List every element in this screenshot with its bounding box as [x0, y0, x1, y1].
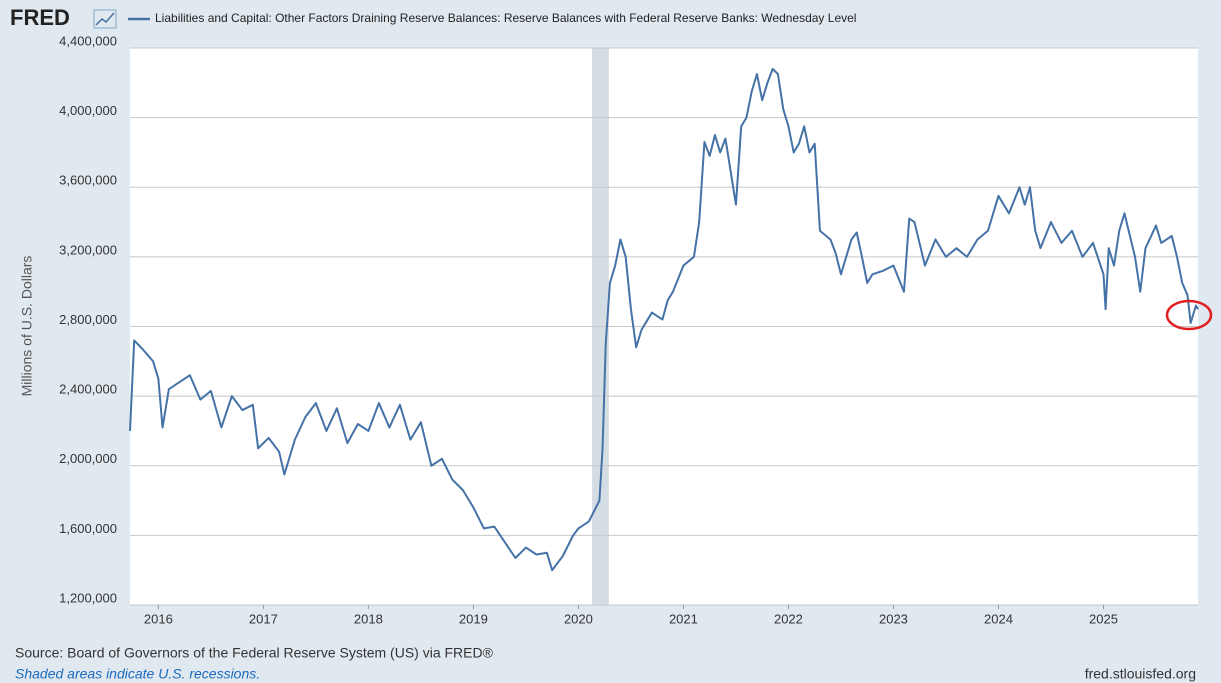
y-tick-label: 4,000,000 — [59, 103, 117, 118]
y-tick-label: 1,600,000 — [59, 521, 117, 536]
x-tick-label: 2020 — [564, 611, 593, 626]
y-tick-label: 1,200,000 — [59, 590, 117, 605]
y-tick-label: 2,400,000 — [59, 382, 117, 397]
x-tick-label: 2021 — [669, 611, 698, 626]
source: Source: Board of Governors of the Federa… — [15, 645, 494, 661]
x-tick-label: 2025 — [1089, 611, 1118, 626]
x-tick-label: 2016 — [144, 611, 173, 626]
legend-label: Liabilities and Capital: Other Factors D… — [155, 11, 856, 25]
recession-note[interactable]: Shaded areas indicate U.S. recessions. — [15, 666, 260, 682]
x-tick-label: 2018 — [354, 611, 383, 626]
y-axis-label: Millions of U.S. Dollars — [19, 256, 35, 397]
x-tick-label: 2022 — [774, 611, 803, 626]
y-tick-label: 2,800,000 — [59, 312, 117, 327]
y-tick-label: 3,200,000 — [59, 242, 117, 257]
x-tick-label: 2023 — [879, 611, 908, 626]
highlight-circle — [1165, 299, 1213, 331]
x-tick-label: 2017 — [249, 611, 278, 626]
x-tick-label: 2019 — [459, 611, 488, 626]
series-line — [129, 67, 1199, 572]
logo: FRED — [10, 5, 70, 30]
y-tick-label: 2,000,000 — [59, 451, 117, 466]
logo-icon — [93, 9, 117, 29]
y-tick-label: 3,600,000 — [59, 173, 117, 188]
site[interactable]: fred.stlouisfed.org — [1085, 666, 1196, 682]
x-tick-label: 2024 — [984, 611, 1013, 626]
y-tick-label: 4,400,000 — [59, 33, 117, 48]
